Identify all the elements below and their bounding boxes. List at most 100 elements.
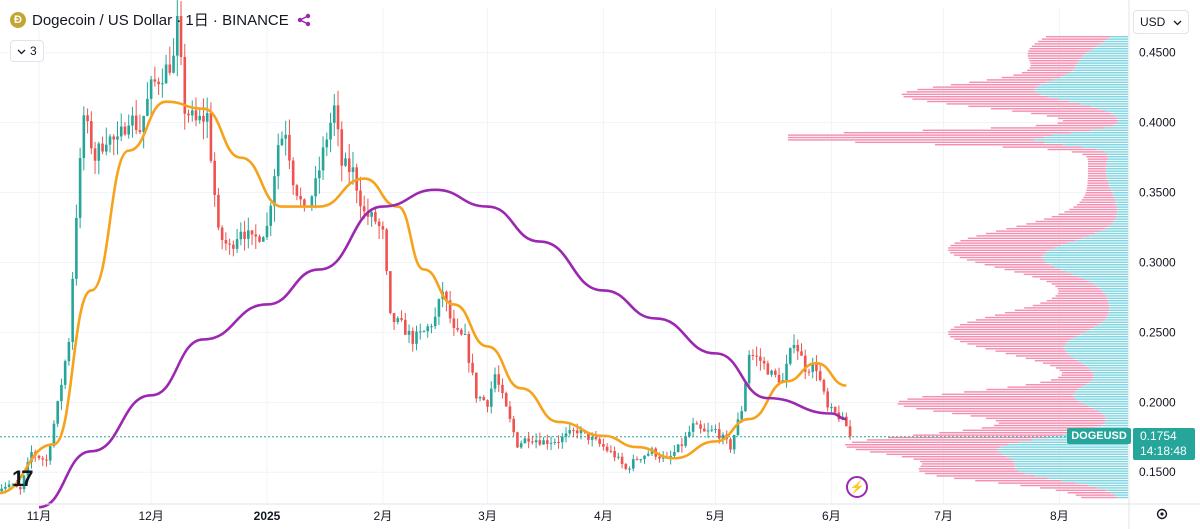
candle-body <box>714 429 717 431</box>
indicators-toggle[interactable]: 3 <box>10 40 44 62</box>
candle-body <box>628 468 631 470</box>
volume-profile-bar-down <box>1057 122 1118 124</box>
candle-body <box>579 429 583 434</box>
price-axis[interactable]: 0.1500 0.2000 0.2500 0.3000 0.3500 0.4000 0.45… <box>1128 0 1176 529</box>
volume-profile-bar-up <box>1072 69 1128 72</box>
volume-profile-bar-up <box>1084 278 1128 280</box>
candle-body <box>321 147 325 171</box>
time-tick-label: 8月 <box>1050 509 1069 523</box>
candle-body <box>146 98 149 116</box>
volume-profile-bar-down <box>985 316 1107 319</box>
symbol-title[interactable]: Dogecoin / US Dollar · 1日 · BINANCE <box>32 12 289 29</box>
volume-profile-bar-up <box>1090 105 1128 108</box>
volume-profile-bar-down <box>1027 52 1087 55</box>
volume-profile-bar-down <box>960 340 1069 343</box>
candle-body <box>643 455 646 460</box>
candle-body <box>265 225 269 238</box>
volume-profile-bar-up <box>1083 403 1128 405</box>
time-axis[interactable]: 11月 12月 2025 2月 3月 4月 5月 6月 7月 8月 <box>0 503 1200 523</box>
volume-profile-bar-down <box>788 139 1035 141</box>
currency-selector[interactable]: USD <box>1133 10 1189 34</box>
volume-profile-bar-up <box>1040 84 1128 86</box>
volume-profile-bar-up <box>1105 170 1128 172</box>
candle-body <box>560 436 564 443</box>
volume-profile-bar-up <box>1115 201 1128 204</box>
candle-body <box>362 206 366 212</box>
tradingview-logo-icon[interactable]: 17 <box>12 466 34 491</box>
volume-profile-bar-down <box>913 434 1063 436</box>
volume-profile-bar-down <box>975 319 1105 321</box>
candle-body <box>818 371 822 381</box>
volume-profile-bar-up <box>1082 237 1128 240</box>
volume-profile-bar-down <box>1087 158 1108 160</box>
candle-body <box>620 456 624 465</box>
candle-body <box>785 363 788 381</box>
volume-profile-bar-up <box>1045 252 1128 254</box>
candle-body <box>235 239 239 249</box>
symbol-header[interactable]: Ð Dogecoin / US Dollar · 1日 · BINANCE <box>10 9 313 30</box>
volume-profile-bar-up <box>1058 98 1128 100</box>
candle-body <box>732 435 736 450</box>
volume-profile-bar-up <box>1101 412 1128 415</box>
candle-body <box>250 230 254 235</box>
volume-profile-bar-up <box>1049 264 1128 266</box>
share-icon[interactable] <box>295 11 313 29</box>
candle-body <box>497 374 501 385</box>
candle-body <box>527 438 530 442</box>
volume-profile-bar-down <box>1051 297 1108 300</box>
volume-profile-bar-up <box>1104 422 1128 424</box>
candle-body <box>142 115 145 133</box>
volume-profile-bar-down <box>1086 156 1109 158</box>
volume-profile-bar-down <box>1064 211 1118 213</box>
volume-profile-bar-down <box>967 321 1102 324</box>
candle-body <box>774 370 777 375</box>
candle-body <box>209 113 213 161</box>
volume-profile-bar-up <box>1061 480 1128 482</box>
volume-profile-bar-up <box>1088 235 1128 237</box>
candle-body <box>602 444 605 447</box>
volume-profile-bar-down <box>933 410 1098 412</box>
volume-profile-bar-up <box>1079 60 1128 62</box>
volume-profile-bar-up <box>1089 381 1128 384</box>
volume-profile-bar-down <box>1027 55 1084 57</box>
candle-body <box>770 370 773 375</box>
volume-profile-bar-down <box>1040 381 1090 384</box>
candle-body <box>258 236 261 242</box>
candle-body <box>433 316 437 327</box>
candle-body <box>172 55 175 73</box>
volume-profile-bar-up <box>1109 184 1128 187</box>
volume-profile-bar-up <box>1096 45 1128 48</box>
volume-profile-bar-up <box>1065 74 1128 76</box>
candle-body <box>534 440 538 443</box>
volume-profile-bar-down <box>995 230 1101 232</box>
flash-icon[interactable]: ⚡ <box>846 476 868 498</box>
candle-body <box>22 475 26 490</box>
candle-body <box>471 362 474 373</box>
volume-profile-bar-down <box>1081 199 1115 201</box>
volume-profile-bar-down <box>903 96 1049 98</box>
candle-body <box>396 318 400 323</box>
volume-profile-bar-down <box>1002 146 1082 148</box>
volume-profile-bar-up <box>1105 420 1128 422</box>
candle-body <box>318 170 321 179</box>
time-tick-label: 7月 <box>934 509 953 523</box>
volume-profile-bar-down <box>898 400 1080 403</box>
volume-profile-bar-up <box>1106 165 1128 168</box>
volume-profile-bar-up <box>1081 362 1128 364</box>
volume-profile-bar-down <box>855 448 998 451</box>
volume-profile-bar-down <box>924 472 1026 475</box>
volume-profile-bar-down <box>1039 487 1098 489</box>
volume-profile-bar-down <box>993 424 1102 427</box>
candle-body <box>646 453 650 456</box>
settings-icon[interactable] <box>1154 506 1170 522</box>
candle-body <box>531 441 534 443</box>
volume-profile-bar-down <box>985 232 1096 235</box>
volume-profile-bar-up <box>1090 129 1128 132</box>
volume-profile-bar-down <box>967 237 1083 240</box>
candle-body <box>788 348 792 364</box>
volume-profile-bar-down <box>1062 120 1119 122</box>
price-tick-label: 0.3000 <box>1139 255 1176 269</box>
volume-profile-bar-down <box>966 259 1044 261</box>
